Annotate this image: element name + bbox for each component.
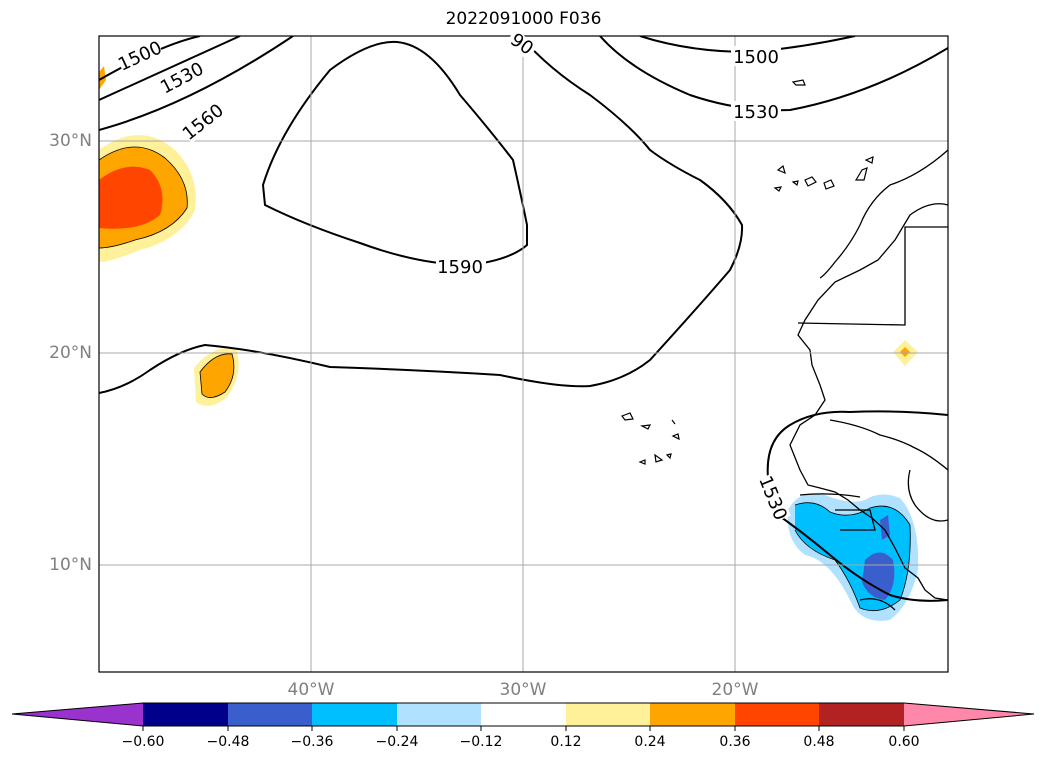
latitude-label: 20°N bbox=[49, 343, 92, 363]
height-contour-labels: 1500 1530 1560 1590 1500 1530 1530 90 bbox=[115, 29, 791, 523]
longitude-label: 20°W bbox=[711, 680, 759, 700]
contour-label: 1500 bbox=[733, 47, 779, 68]
colorbar-tick-label: −0.60 bbox=[121, 734, 165, 750]
latitude-label: 10°N bbox=[49, 555, 92, 575]
longitude-label: 30°W bbox=[499, 680, 547, 700]
colorbar-tick-label: 0.12 bbox=[550, 734, 582, 750]
map-title: 2022091000 F036 bbox=[445, 9, 602, 29]
colorbar-tick-label: 0.48 bbox=[803, 734, 835, 750]
colorbar-bin bbox=[819, 703, 904, 726]
map-area bbox=[99, 36, 948, 621]
colorbar-tick-label: 0.24 bbox=[634, 734, 666, 750]
contour-label: 1530 bbox=[754, 473, 791, 523]
contour-label: 1530 bbox=[733, 102, 779, 123]
positive-anomaly-shading bbox=[99, 66, 918, 406]
colorbar-tick-label: 0.36 bbox=[719, 734, 751, 750]
colorbar-extend-max bbox=[904, 703, 1034, 726]
colorbar-bin bbox=[228, 703, 312, 726]
islands bbox=[621, 79, 874, 465]
negative-anomaly-shading bbox=[787, 493, 919, 621]
colorbar bbox=[11, 702, 1035, 731]
map-gridlines bbox=[99, 36, 948, 672]
height-contours bbox=[99, 36, 948, 602]
anomaly-contours bbox=[99, 146, 911, 612]
contour-label: 1590 bbox=[437, 257, 483, 278]
latitude-label: 30°N bbox=[49, 131, 92, 151]
colorbar-bin bbox=[735, 703, 819, 726]
contour-label: 90 bbox=[506, 29, 537, 59]
colorbar-tick-label: −0.12 bbox=[459, 734, 503, 750]
colorbar-bin bbox=[481, 703, 566, 726]
colorbar-bin bbox=[143, 703, 228, 726]
colorbar-bin bbox=[650, 703, 735, 726]
coastlines bbox=[789, 149, 948, 611]
colorbar-tick-label: 0.60 bbox=[888, 734, 920, 750]
longitude-label: 40°W bbox=[287, 680, 335, 700]
colorbar-tick-label: −0.24 bbox=[375, 734, 419, 750]
colorbar-tick-label: −0.36 bbox=[290, 734, 334, 750]
contour-label: 1500 bbox=[115, 37, 165, 75]
colorbar-tick-label: −0.48 bbox=[206, 734, 250, 750]
colorbar-bin bbox=[397, 703, 481, 726]
colorbar-bin bbox=[566, 703, 650, 726]
contour-label: 1560 bbox=[179, 100, 228, 145]
colorbar-bin bbox=[312, 703, 397, 726]
colorbar-extend-min bbox=[12, 703, 143, 726]
